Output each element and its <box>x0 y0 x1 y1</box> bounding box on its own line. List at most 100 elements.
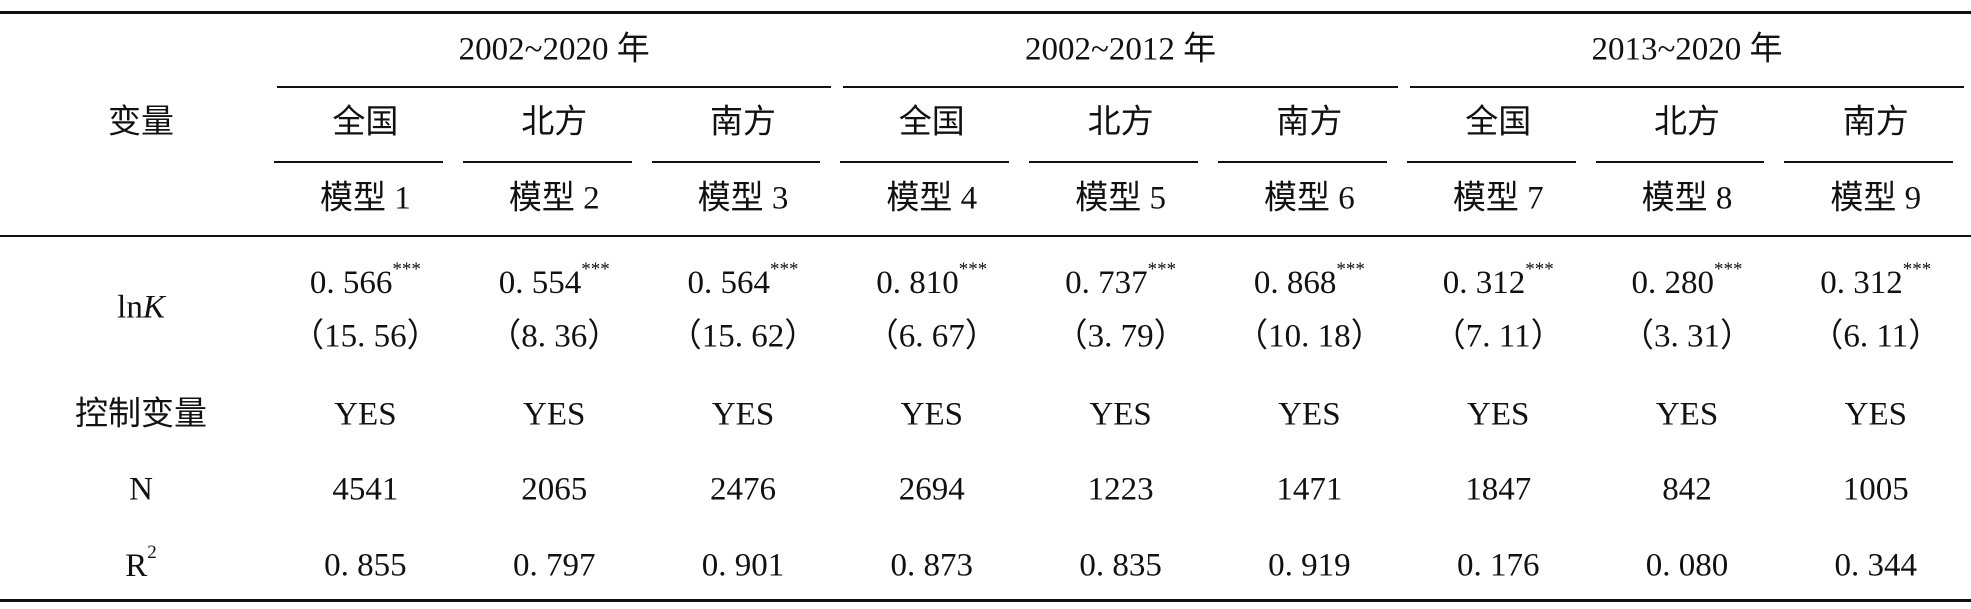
significance-stars: *** <box>392 259 421 280</box>
top-rule <box>0 11 1971 14</box>
group-header: 2002~2020 年 <box>458 31 650 68</box>
r-squared: 0. 176 <box>1456 547 1540 584</box>
label-text: R <box>125 548 148 584</box>
coefficient: 0. 868*** <box>1253 260 1365 301</box>
region-underline <box>1029 161 1198 163</box>
model-header: 模型 6 <box>1264 180 1355 217</box>
r-squared: 0. 835 <box>1079 547 1162 584</box>
coefficient: 0. 280*** <box>1631 260 1743 301</box>
t-statistic: （7. 11） <box>1432 318 1564 355</box>
observations: 1005 <box>1842 471 1909 508</box>
region-underline <box>1406 161 1576 163</box>
coefficient: 0. 566*** <box>309 260 421 301</box>
observations: 1847 <box>1465 471 1532 508</box>
region-header: 北方 <box>1654 104 1720 141</box>
coefficient: 0. 810*** <box>876 260 987 301</box>
observations: 4541 <box>332 471 399 508</box>
region-underline <box>1595 161 1765 163</box>
region-underline <box>840 161 1010 163</box>
observations: 2476 <box>710 471 776 508</box>
model-header: 模型 1 <box>320 180 411 217</box>
row-label: lnK <box>117 289 165 326</box>
coefficient-value: 0. 868 <box>1253 265 1337 301</box>
control-flag: YES <box>1467 396 1530 433</box>
observations: 2065 <box>521 471 588 508</box>
region-header: 南方 <box>1842 104 1909 141</box>
model-header: 模型 5 <box>1075 180 1166 217</box>
significance-stars: *** <box>1525 259 1554 280</box>
control-flag: YES <box>900 396 963 433</box>
region-underline <box>274 161 443 163</box>
t-statistic: （6. 67） <box>865 318 998 355</box>
row-label: 控制变量 <box>75 396 207 433</box>
control-flag: YES <box>1278 396 1341 433</box>
significance-stars: *** <box>770 259 799 280</box>
group-underline <box>843 86 1398 88</box>
coefficient-value: 0. 280 <box>1631 265 1715 301</box>
t-statistic: （3. 31） <box>1621 318 1753 355</box>
model-header: 模型 4 <box>886 180 978 217</box>
t-statistic: （6. 11） <box>1810 318 1942 355</box>
control-flag: YES <box>523 396 586 433</box>
observations: 2694 <box>898 471 965 508</box>
region-underline <box>1784 161 1954 163</box>
group-underline <box>277 86 832 88</box>
observations: 1471 <box>1276 471 1343 508</box>
model-header: 模型 8 <box>1641 180 1733 217</box>
variable-header: 变量 <box>108 104 174 141</box>
t-statistic: （3. 79） <box>1054 318 1187 355</box>
row-label: N <box>129 471 153 508</box>
control-flag: YES <box>1089 396 1152 433</box>
r-squared: 0. 344 <box>1834 547 1918 584</box>
significance-stars: *** <box>1147 259 1177 280</box>
control-flag: YES <box>711 396 775 433</box>
label-italic: K <box>142 289 165 326</box>
region-header: 北方 <box>1087 104 1154 141</box>
coefficient: 0. 554*** <box>499 260 610 300</box>
region-underline <box>1218 161 1387 163</box>
t-statistic: （8. 36） <box>488 318 621 355</box>
r-squared: 0. 873 <box>890 547 974 584</box>
group-header: 2002~2012 年 <box>1025 31 1217 68</box>
header-rule <box>0 235 1971 237</box>
label-sup: 2 <box>147 542 157 563</box>
row-label: R2 <box>125 543 157 584</box>
control-flag: YES <box>1844 396 1907 433</box>
region-underline <box>462 161 632 163</box>
model-header: 模型 9 <box>1830 180 1922 217</box>
significance-stars: *** <box>1336 259 1365 280</box>
coefficient-value: 0. 312 <box>1820 265 1903 301</box>
t-statistic: （15. 56） <box>291 318 440 355</box>
group-header: 2013~2020 年 <box>1591 31 1783 68</box>
group-underline <box>1409 86 1965 88</box>
model-header: 模型 2 <box>508 180 600 217</box>
region-header: 南方 <box>1276 104 1343 141</box>
t-statistic: （10. 18） <box>1235 318 1384 355</box>
control-flag: YES <box>334 396 397 433</box>
observations: 1223 <box>1087 471 1154 508</box>
coefficient-value: 0. 564 <box>687 265 771 301</box>
bottom-rule <box>0 599 1971 602</box>
coefficient-value: 0. 810 <box>876 265 959 301</box>
model-header: 模型 3 <box>697 180 789 217</box>
region-header: 北方 <box>521 104 588 141</box>
coefficient: 0. 312*** <box>1820 260 1931 301</box>
significance-stars: *** <box>1902 259 1932 280</box>
coefficient-value: 0. 737 <box>1065 265 1148 301</box>
coefficient: 0. 737*** <box>1065 260 1176 301</box>
r-squared: 0. 797 <box>512 547 596 584</box>
observations: 842 <box>1662 471 1712 508</box>
coefficient: 0. 312*** <box>1443 260 1554 300</box>
significance-stars: *** <box>581 259 610 280</box>
region-header: 全国 <box>898 104 965 141</box>
r-squared: 0. 855 <box>324 547 407 584</box>
coefficient: 0. 564*** <box>687 260 799 301</box>
t-statistic: （15. 62） <box>668 318 818 355</box>
r-squared: 0. 901 <box>701 547 785 584</box>
control-flag: YES <box>1655 396 1719 433</box>
coefficient-value: 0. 566 <box>309 265 393 301</box>
region-header: 全国 <box>1465 104 1532 141</box>
region-header: 南方 <box>710 104 776 141</box>
label-text: ln <box>117 289 143 326</box>
